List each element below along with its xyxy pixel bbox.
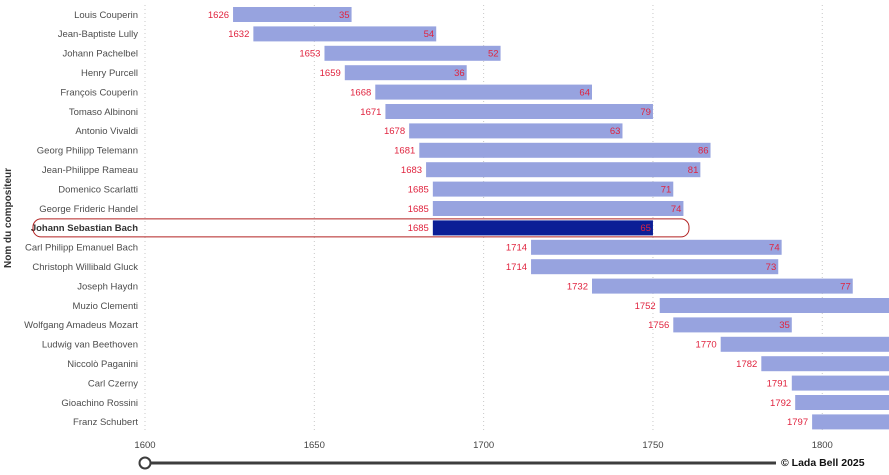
start-year-label: 1668 xyxy=(350,87,371,98)
category-label: Georg Philipp Telemann xyxy=(37,146,138,157)
bar xyxy=(375,84,592,100)
bar xyxy=(761,356,889,372)
start-year-label: 1770 xyxy=(696,340,717,351)
category-label: Johann Sebastian Bach xyxy=(31,223,138,234)
category-label: George Frideric Handel xyxy=(39,204,138,215)
category-label: Henry Purcell xyxy=(81,68,138,79)
x-tick-label: 1750 xyxy=(642,440,663,451)
start-year-label: 1626 xyxy=(208,10,229,21)
duration-label: 73 xyxy=(766,262,777,273)
bar xyxy=(795,395,889,410)
duration-label: 52 xyxy=(488,49,499,60)
category-label: Carl Czerny xyxy=(88,378,138,389)
duration-label: 74 xyxy=(671,204,682,215)
start-year-label: 1685 xyxy=(408,223,429,234)
start-year-label: 1797 xyxy=(787,417,808,428)
start-year-label: 1792 xyxy=(770,398,791,409)
start-year-label: 1756 xyxy=(648,320,669,331)
bar xyxy=(531,259,779,275)
start-year-label: 1714 xyxy=(506,262,527,273)
x-axis: 1600 1650 1700 1750 1800 xyxy=(134,440,832,451)
start-year-label: 1678 xyxy=(384,126,405,137)
duration-label: 54 xyxy=(424,29,435,40)
bar xyxy=(385,104,653,119)
range-slider[interactable] xyxy=(138,456,777,470)
bar xyxy=(592,278,853,294)
x-tick-label: 1700 xyxy=(473,440,494,451)
bar xyxy=(531,239,782,255)
category-label: Carl Philipp Emanuel Bach xyxy=(25,243,138,254)
category-label: Tomaso Albinoni xyxy=(69,107,138,118)
start-year-label: 1653 xyxy=(299,49,320,60)
bars-layer xyxy=(233,7,889,430)
duration-label: 79 xyxy=(640,107,651,118)
category-label: Gioachino Rossini xyxy=(61,398,138,409)
duration-label: 81 xyxy=(688,165,699,176)
bar xyxy=(426,162,701,178)
duration-label: 74 xyxy=(769,243,780,254)
bar xyxy=(791,375,889,391)
category-label: Ludwig van Beethoven xyxy=(42,340,138,351)
credit-text: © Lada Bell 2025 xyxy=(781,457,865,469)
bar xyxy=(812,414,889,430)
category-label: Domenico Scarlatti xyxy=(58,184,138,195)
start-year-label: 1659 xyxy=(320,68,341,79)
x-tick-label: 1600 xyxy=(134,440,155,451)
labels-layer: Louis Couperin 1626 35 Jean-Baptiste Lully 1… xyxy=(24,10,851,428)
start-year-label: 1714 xyxy=(506,243,527,254)
start-year-label: 1782 xyxy=(736,359,757,370)
duration-label: 71 xyxy=(661,184,672,195)
start-year-label: 1671 xyxy=(360,107,381,118)
duration-label: 35 xyxy=(779,320,790,331)
duration-label: 65 xyxy=(640,223,651,234)
bar xyxy=(659,298,889,313)
category-label: Antonio Vivaldi xyxy=(75,126,138,137)
category-label: Joseph Haydn xyxy=(77,281,138,292)
start-year-label: 1791 xyxy=(767,378,788,389)
start-year-label: 1685 xyxy=(408,204,429,215)
start-year-label: 1752 xyxy=(635,301,656,312)
category-label: Jean-Baptiste Lully xyxy=(58,29,139,40)
category-label: Louis Couperin xyxy=(74,10,138,21)
start-year-label: 1632 xyxy=(228,29,249,40)
category-label: Johann Pachelbel xyxy=(62,49,138,60)
bar xyxy=(233,7,352,22)
category-label: Muzio Clementi xyxy=(73,301,138,312)
bar xyxy=(419,142,711,158)
category-label: François Couperin xyxy=(60,87,138,98)
bar xyxy=(344,65,467,81)
x-tick-label: 1800 xyxy=(812,440,833,451)
highlight-box xyxy=(32,218,690,238)
category-label: Jean-Philippe Rameau xyxy=(42,165,138,176)
bar xyxy=(432,181,674,197)
duration-label: 86 xyxy=(698,146,709,157)
bar xyxy=(720,336,889,352)
duration-label: 64 xyxy=(579,87,590,98)
duration-label: 36 xyxy=(454,68,465,79)
bar xyxy=(324,45,501,61)
bar xyxy=(432,220,653,236)
duration-label: 63 xyxy=(610,126,621,137)
start-year-label: 1681 xyxy=(394,146,415,157)
y-axis-label: Nom du compositeur xyxy=(3,168,14,268)
duration-label: 35 xyxy=(339,10,350,21)
category-label: Christoph Willibald Gluck xyxy=(32,262,138,273)
start-year-label: 1685 xyxy=(408,184,429,195)
start-year-label: 1732 xyxy=(567,281,588,292)
category-label: Franz Schubert xyxy=(73,417,138,428)
start-year-label: 1683 xyxy=(401,165,422,176)
bar xyxy=(409,123,623,139)
bar xyxy=(253,26,437,42)
slider-handle[interactable] xyxy=(138,456,152,470)
category-label: Wolfgang Amadeus Mozart xyxy=(24,320,138,331)
bar xyxy=(673,317,792,333)
bar xyxy=(432,201,684,216)
category-label: Niccolò Paganini xyxy=(67,359,138,370)
x-tick-label: 1650 xyxy=(304,440,325,451)
duration-label: 77 xyxy=(840,281,851,292)
